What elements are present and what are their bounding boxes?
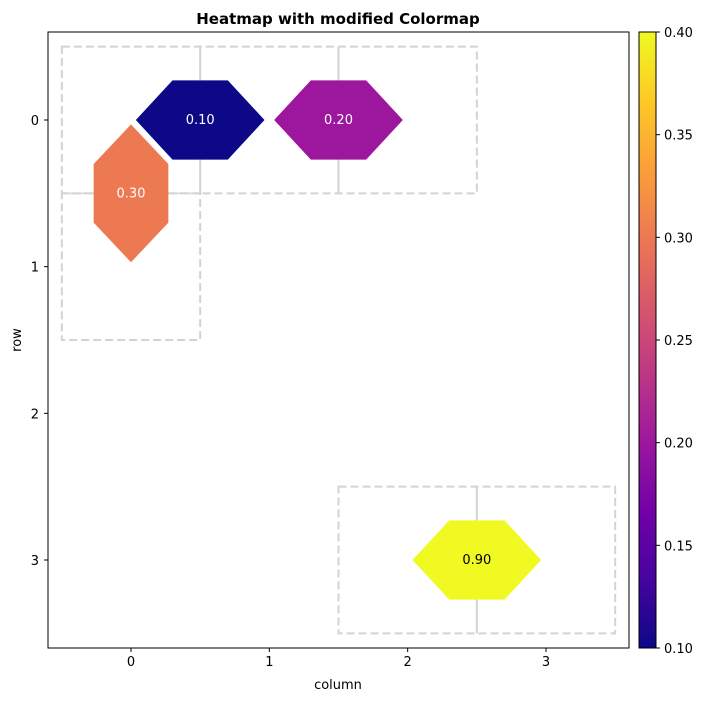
heatmap-cell xyxy=(412,520,542,600)
x-tick-label: 0 xyxy=(127,655,135,670)
heatmap-cell xyxy=(135,80,265,160)
heatmap-cell xyxy=(274,80,403,160)
x-axis-label: column xyxy=(314,678,362,693)
outline-box xyxy=(60,45,478,195)
y-tick-label: 2 xyxy=(31,407,39,422)
x-tick-label: 3 xyxy=(542,655,550,670)
cell-value-label: 0.30 xyxy=(117,186,146,201)
outline-box xyxy=(60,192,202,341)
outline-box xyxy=(337,485,617,635)
heatmap-cell xyxy=(93,124,169,263)
y-axis-label: row xyxy=(10,328,25,352)
y-tick-label: 3 xyxy=(31,554,39,569)
y-tick-label: 1 xyxy=(31,261,39,276)
colorbar-tick-label: 0.35 xyxy=(664,129,693,144)
axes-frame xyxy=(47,31,630,649)
colorbar-tick-label: 0.20 xyxy=(664,437,693,452)
plot-area: 0.10 0.20 0.30 0.90 xyxy=(60,45,617,635)
colorbar-tick-label: 0.15 xyxy=(664,539,693,554)
cell-value-label: 0.20 xyxy=(324,113,353,128)
cell-value-label: 0.90 xyxy=(462,553,491,568)
x-tick-label: 2 xyxy=(404,655,412,670)
colorbar-tick-label: 0.10 xyxy=(664,642,693,657)
colorbar xyxy=(638,31,657,649)
colorbar-tick-label: 0.40 xyxy=(664,26,693,41)
colorbar-tick-label: 0.25 xyxy=(664,334,693,349)
cell-value-label: 0.10 xyxy=(186,113,215,128)
y-tick-label: 0 xyxy=(31,114,39,129)
chart-title: Heatmap with modified Colormap xyxy=(196,10,480,28)
x-tick-label: 1 xyxy=(265,655,273,670)
colorbar-tick-label: 0.30 xyxy=(664,231,693,246)
